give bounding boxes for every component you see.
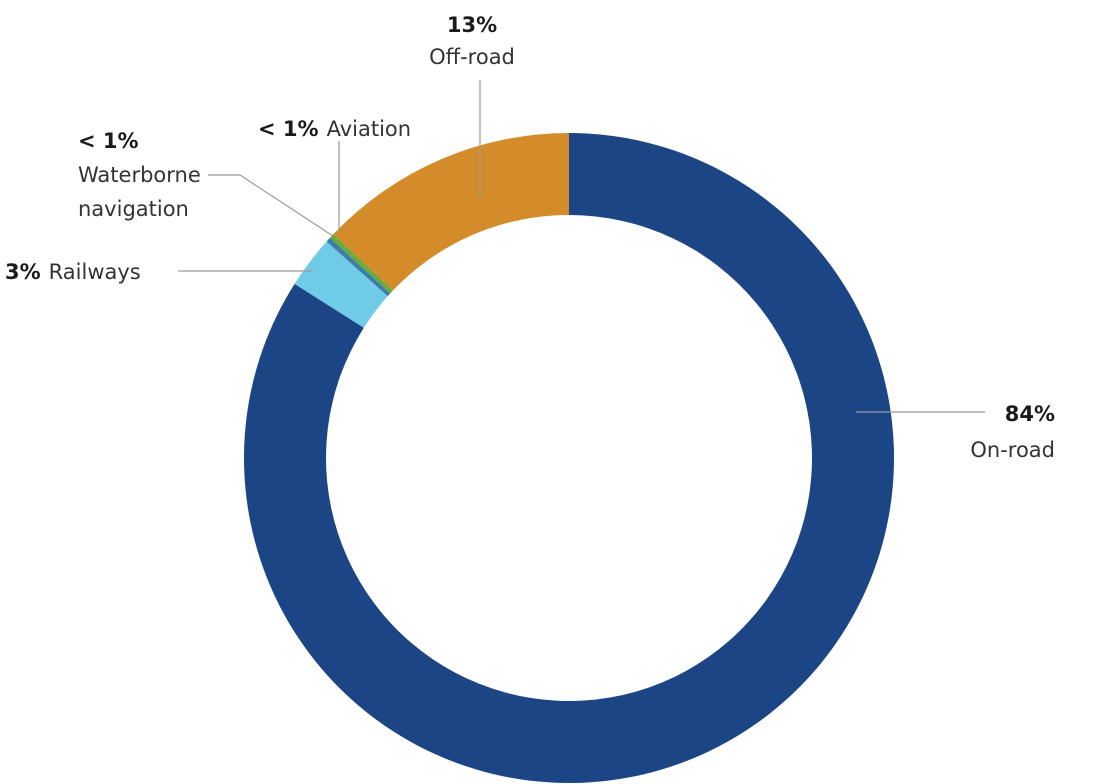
label-railways-pct: 3%: [5, 260, 41, 284]
label-offroad-pct: 13%: [447, 13, 497, 37]
label-aviation-pct: < 1%: [258, 117, 319, 141]
label-waterborne-name-line1: Waterborne: [78, 163, 201, 187]
label-waterborne-pct: < 1%: [78, 129, 139, 153]
leader-line-waterborne: [208, 174, 334, 237]
label-railways: 3% Railways: [5, 260, 141, 284]
label-onroad-name: On-road: [970, 438, 1055, 462]
label-aviation-name: Aviation: [327, 117, 412, 141]
slice-waterborne: [326, 237, 391, 297]
slice-railways: [294, 241, 388, 328]
label-waterborne-name-line2: navigation: [78, 197, 189, 221]
slice-offroad: [333, 133, 569, 291]
slice-aviation: [329, 234, 393, 294]
donut-slices: [243, 133, 895, 783]
label-aviation: < 1% Aviation: [258, 117, 411, 141]
label-railways-name: Railways: [49, 260, 141, 284]
label-onroad-pct: 84%: [1005, 402, 1055, 426]
label-offroad-name: Off-road: [429, 45, 515, 69]
